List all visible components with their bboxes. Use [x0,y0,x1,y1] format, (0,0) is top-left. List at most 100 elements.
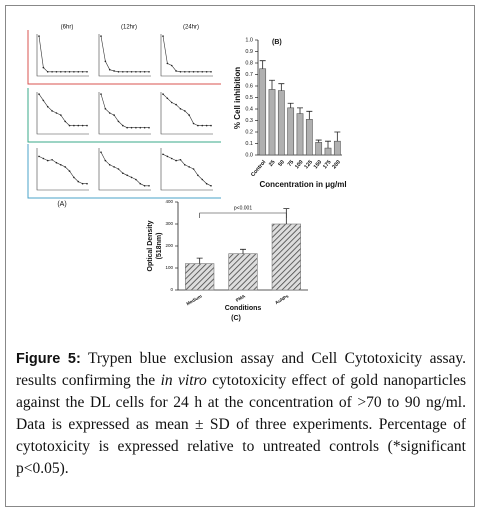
mini-point [197,71,199,73]
mini-point [170,101,173,104]
bar [228,253,258,291]
bar [333,140,341,156]
mini-point [188,71,190,73]
mini-point [135,126,137,129]
mini-axes [98,92,151,135]
mini-point [81,182,84,185]
error-bar [240,248,246,254]
column-title: (6hr) [61,25,74,31]
significance-bracket [199,212,287,218]
column-title: (24hr) [183,25,199,31]
mini-point [122,172,124,174]
bar [324,147,332,156]
mini-point [64,166,66,168]
mini-point [162,93,164,95]
mini-point [179,158,182,161]
error-bar [278,83,285,91]
y-tick-label: 400 [165,199,173,204]
y-tick-label: 1.0 [245,37,253,43]
mini-point [81,71,84,73]
figure: (6hr) (12hr) (24hr) (A) 0.0 0.1 0.2 0.3 0.4 0.5 0.… [27,25,347,322]
mini-point [46,71,49,73]
error-bar [287,102,294,108]
error-bar [259,60,266,69]
y-tick-label: 0.7 [245,72,253,78]
mini-point [73,176,75,179]
figure-frame [5,5,475,507]
mini-point [68,170,71,172]
row-bracket [27,88,221,143]
y-tick-label: 0.9 [245,49,253,55]
panel-title: (C) [231,315,241,322]
mini-point [60,71,62,73]
mini-point [201,124,204,127]
y-tick-label: 100 [165,265,173,270]
mini-point [108,164,111,166]
x-tick-label: 100 [294,159,305,170]
mini-point [126,126,128,129]
error-bar [297,107,303,114]
mini-point [148,126,150,129]
mini-point [104,159,107,162]
mini-point [170,64,173,67]
mini-point [77,124,80,127]
mini-point [113,70,115,72]
mini-point [162,153,164,156]
x-tick-label: AuNPs [274,293,290,305]
mini-point [192,71,195,73]
mini-point [192,122,195,125]
x-tick-label: 125 [303,159,314,170]
y-tick-label: 0.2 [245,129,253,135]
mini-axes [160,148,213,191]
y-tick-label: 300 [165,221,173,226]
mini-point [166,62,169,65]
x-axis-label: Concentration in μg/ml [259,180,346,189]
x-tick-label: Medium [186,294,203,307]
bar [277,90,285,156]
mini-axes [98,148,151,191]
mini-axes [36,148,89,191]
mini-point [38,35,40,37]
mini-point [104,60,107,63]
y-tick-label: 0.0 [245,152,253,158]
mini-point [201,71,204,73]
mini-line [38,156,87,184]
bar [287,107,295,156]
mini-line [162,36,211,73]
mini-point [135,71,137,73]
y-tick-label: 200 [165,243,173,248]
mini-point [184,71,186,73]
y-tick-label: 0.8 [245,60,253,66]
mini-point [166,97,169,100]
error-bar [325,140,331,149]
mini-point [86,71,88,73]
mini-point [38,155,40,158]
mini-point [192,168,195,170]
bar [305,119,313,156]
mini-point [139,182,142,185]
mini-point [117,168,120,170]
mini-point [42,99,45,102]
mini-axes [36,34,89,77]
mini-point [86,182,88,185]
mini-point [175,103,177,106]
mini-point [64,71,66,73]
caption-text: Trypen blue exclusion assay and Cell Cyt… [16,350,467,389]
mini-axes [98,34,151,77]
mini-point [197,124,199,127]
mini-point [81,124,84,127]
x-tick-label: 150 [313,159,324,170]
x-tick-label: 25 [268,159,277,168]
mini-point [205,182,208,185]
mini-point [42,157,45,160]
x-axis-label: Conditions [225,305,262,312]
x-tick-label: 200 [331,159,342,170]
mini-point [55,161,58,164]
mini-point [113,166,115,168]
error-bar [269,79,275,90]
mini-line [100,36,149,73]
mini-point [51,158,53,161]
mini-point [86,124,88,127]
mini-point [117,120,120,123]
column-title: (12hr) [121,25,137,31]
